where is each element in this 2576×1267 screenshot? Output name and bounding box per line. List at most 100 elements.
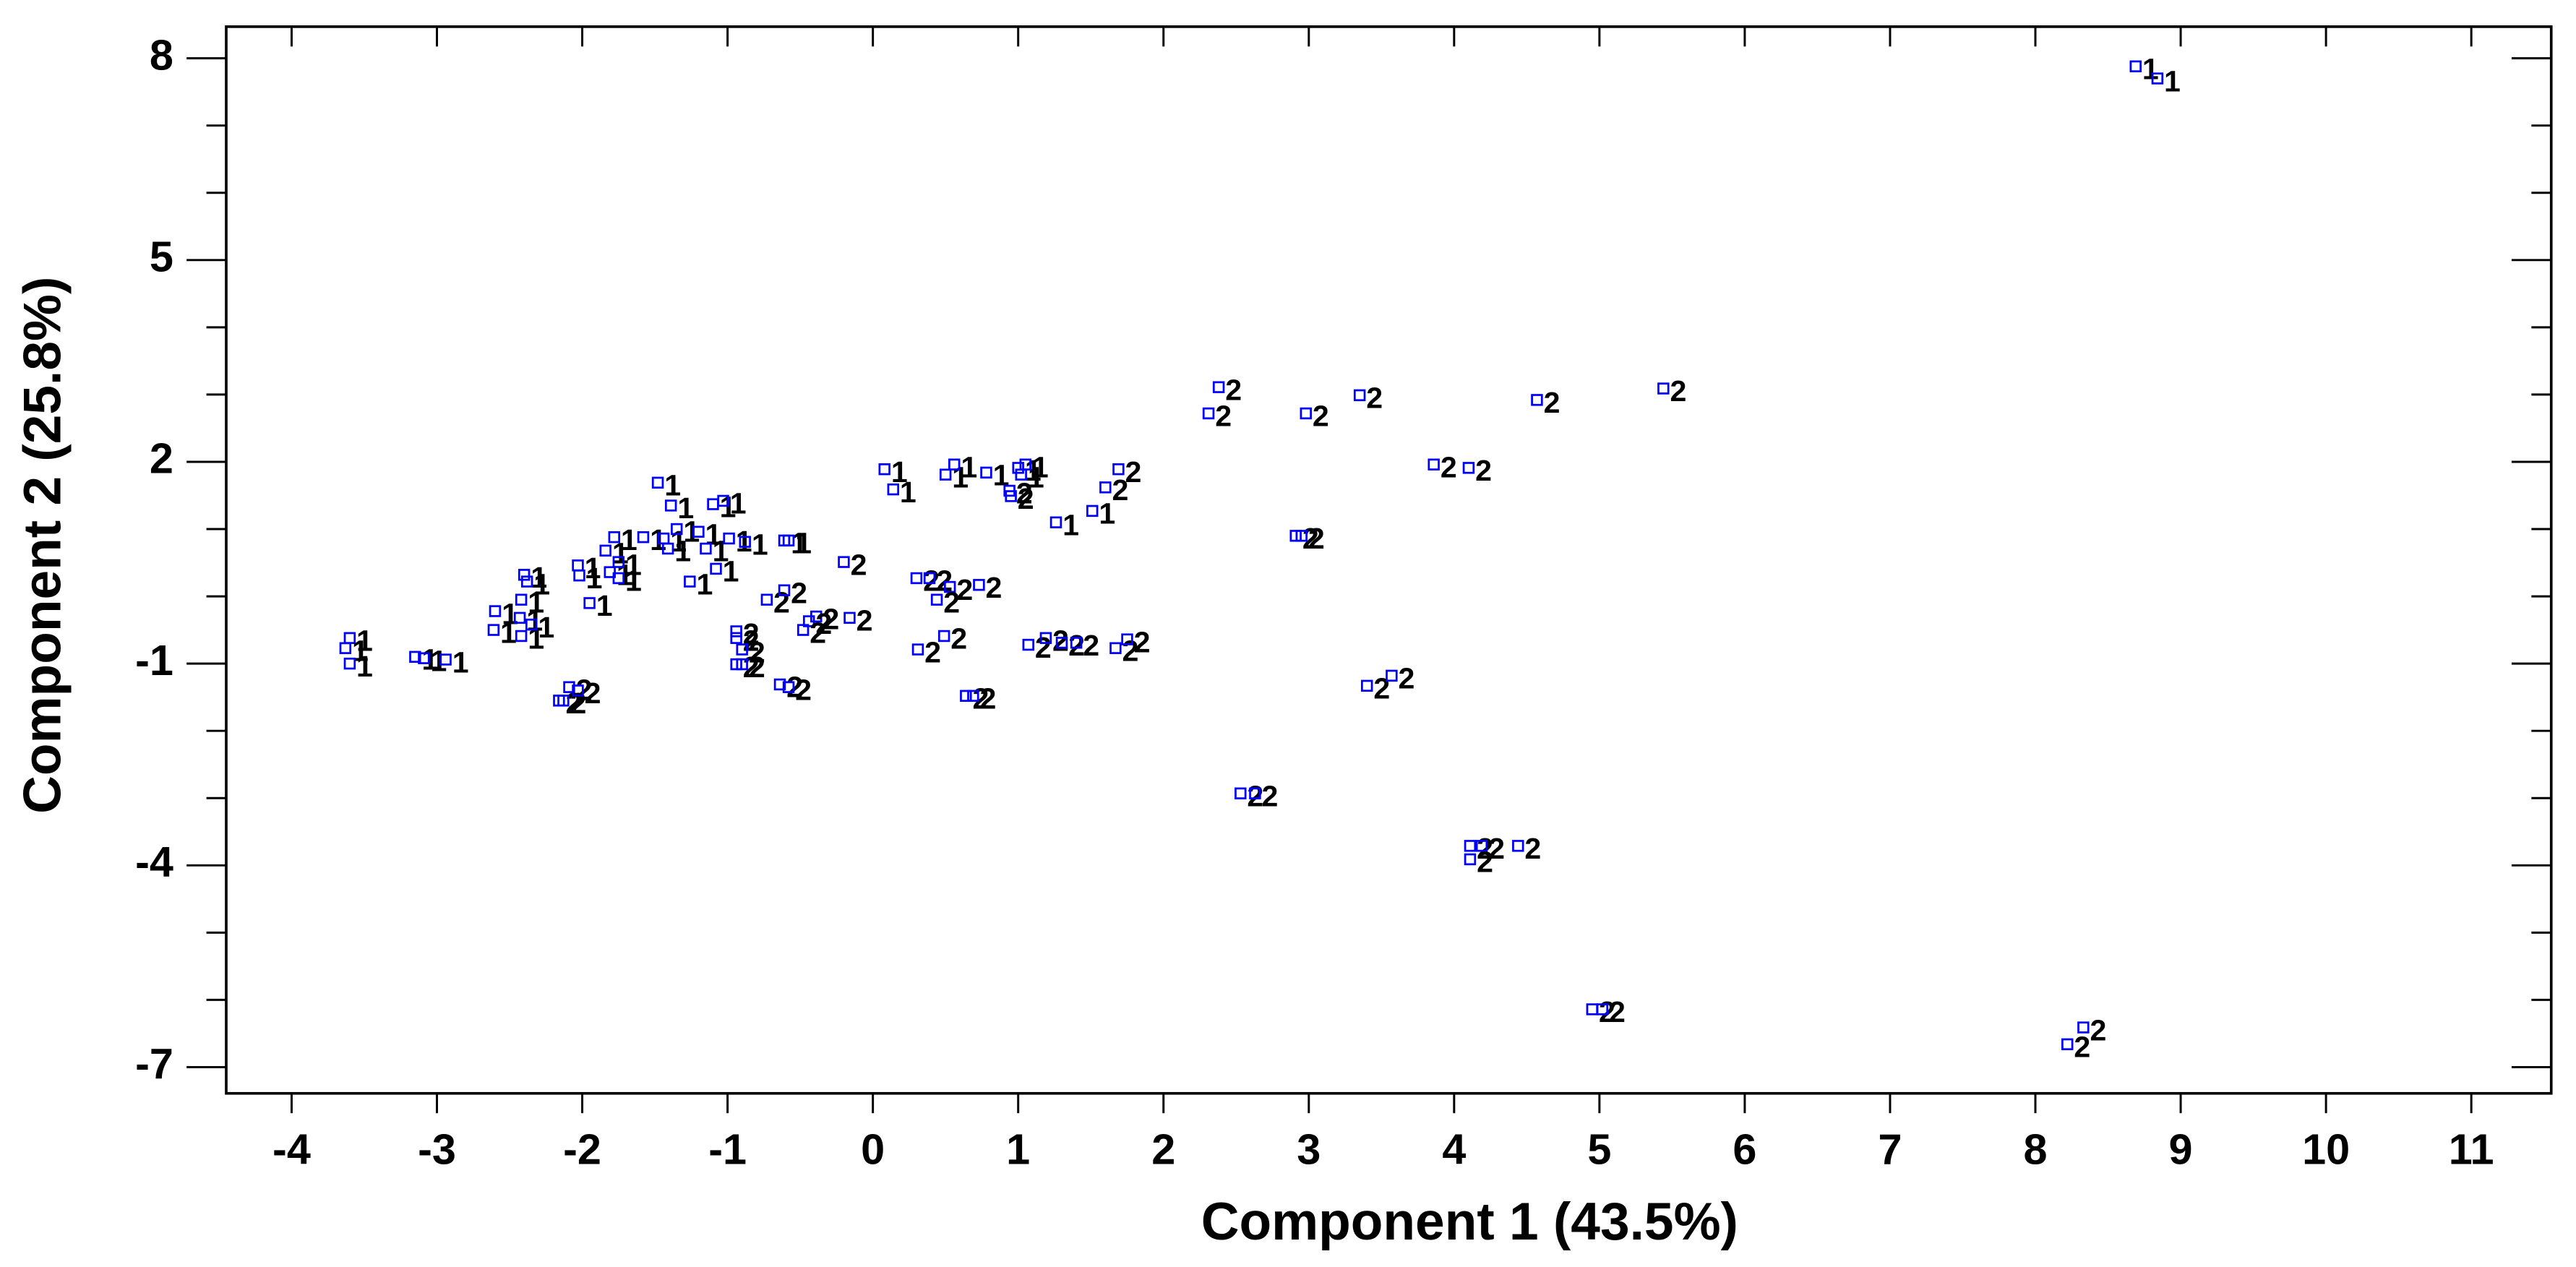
point: [937, 630, 950, 643]
point: [572, 559, 584, 572]
point: [1039, 632, 1052, 645]
point-label: 1: [723, 555, 739, 588]
point-label: 1: [736, 525, 752, 558]
point: [730, 632, 742, 645]
point: [343, 657, 356, 670]
point: [1295, 530, 1308, 542]
point: [939, 468, 952, 481]
point-label: 1: [421, 643, 438, 677]
point-label: 2: [1052, 624, 1069, 657]
point: [843, 611, 856, 624]
point-label: 1: [752, 528, 768, 561]
point: [604, 566, 616, 578]
y-tick-label: -4: [135, 838, 173, 886]
point: [782, 534, 795, 547]
point: [651, 476, 664, 489]
point-label: 1: [585, 551, 601, 585]
point-label: 2: [810, 616, 826, 649]
x-tick-label: 0: [861, 1125, 885, 1174]
point: [487, 624, 500, 636]
point: [782, 681, 795, 693]
plot-frame: [225, 25, 2553, 1095]
point: [1360, 679, 1373, 692]
point-label: 2: [986, 571, 1003, 604]
point-label: 2: [1609, 995, 1626, 1028]
point: [439, 653, 452, 666]
point-label: 1: [730, 487, 747, 520]
point: [1005, 490, 1017, 502]
point: [572, 684, 584, 697]
point-label: 2: [980, 682, 997, 716]
y-axis-title: Component 2 (25.8%): [13, 277, 72, 814]
point-label: 1: [1099, 497, 1115, 531]
point: [664, 499, 677, 512]
point-label: 2: [786, 671, 803, 704]
point-label: 2: [773, 585, 790, 619]
point: [2151, 72, 2164, 85]
point: [980, 466, 992, 479]
point: [661, 542, 674, 555]
y-tick-label: 8: [150, 30, 173, 79]
point: [1212, 381, 1225, 393]
y-tick-label: -7: [135, 1039, 173, 1088]
point: [878, 463, 890, 476]
point: [1427, 458, 1440, 471]
x-axis-title: Component 1 (43.5%): [1201, 1193, 1738, 1251]
point: [1121, 633, 1133, 645]
point-label: 1: [1032, 450, 1049, 484]
point-label: 1: [791, 527, 807, 560]
x-tick-label: 5: [1587, 1125, 1611, 1174]
point: [1300, 407, 1312, 420]
point: [515, 630, 528, 643]
point-label: 2: [749, 650, 765, 684]
point-label: 2: [936, 564, 953, 598]
point-label: 2: [1225, 373, 1242, 406]
point: [637, 531, 650, 544]
point: [1475, 840, 1488, 852]
point: [563, 681, 575, 693]
point: [573, 570, 585, 582]
y-tick-label: 5: [150, 232, 173, 280]
point-label: 1: [352, 634, 369, 667]
point: [948, 458, 961, 471]
point: [730, 625, 742, 637]
x-tick-label: 1: [1006, 1125, 1030, 1174]
point: [339, 642, 352, 654]
point: [1070, 637, 1083, 649]
point-label: 1: [2164, 64, 2181, 98]
point-label: 2: [791, 576, 807, 609]
point: [409, 650, 421, 663]
point-label: 1: [621, 523, 637, 557]
point: [887, 483, 900, 496]
point-label: 2: [1125, 455, 1142, 489]
point-label: 1: [625, 564, 642, 598]
point: [1086, 504, 1099, 517]
point-label: 2: [856, 604, 873, 637]
point-label: 2: [815, 607, 832, 640]
point-label: 2: [1441, 450, 1457, 484]
point: [943, 580, 956, 593]
point: [612, 556, 625, 568]
point: [1019, 458, 1031, 471]
x-tick-label: -1: [708, 1125, 747, 1174]
x-tick-label: 8: [2024, 1125, 2048, 1174]
point: [760, 593, 773, 606]
point-label: 2: [823, 603, 839, 636]
point-label: 2: [1112, 473, 1128, 507]
point-label: 2: [956, 573, 973, 606]
point: [557, 695, 570, 707]
point: [736, 643, 748, 656]
point-label: 1: [720, 490, 737, 523]
point-label: 2: [1670, 374, 1686, 408]
point: [1099, 481, 1112, 494]
point: [736, 658, 748, 671]
point: [612, 572, 625, 585]
point-label: 2: [1122, 634, 1139, 667]
point-label: 2: [1524, 832, 1541, 865]
point-label: 1: [625, 548, 642, 581]
point-label: 1: [795, 527, 812, 560]
point: [2129, 60, 2142, 73]
point: [2077, 1021, 2090, 1034]
point-label: 1: [674, 535, 691, 568]
x-tick-label: 2: [1151, 1125, 1175, 1174]
